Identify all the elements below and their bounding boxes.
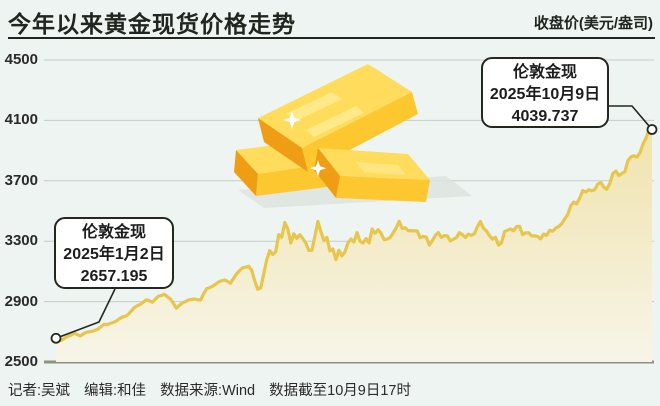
y-axis-tick-label: 2500	[4, 353, 38, 370]
price-line	[54, 127, 654, 343]
callout-end-leader-line	[608, 105, 653, 131]
gold-bars-icon	[234, 64, 472, 208]
y-axis-tick-label: 3300	[4, 232, 38, 250]
data-point-marker-start	[50, 332, 62, 344]
data-point-marker-end	[646, 124, 658, 135]
title-underline	[8, 37, 655, 39]
y-axis-tick-label: 2900	[4, 292, 38, 310]
footer-note: 数据截至10月9日17时	[269, 383, 411, 399]
footer-reporter: 记者:吴斌	[8, 383, 71, 399]
footer-credits: 记者:吴斌 编辑:和佳 数据来源:Wind 数据截至10月9日17时	[8, 379, 425, 400]
callout-end: 伦敦金现 2025年10月9日 4039.737	[481, 57, 609, 128]
callout-value: 2657.195	[80, 268, 148, 285]
footer-editor: 编辑:和佳	[84, 383, 147, 399]
callout-start: 伦敦金现 2025年1月2日 2657.195	[54, 217, 174, 289]
callout-date: 2025年10月9日	[489, 86, 601, 103]
footer-source: 数据来源:Wind	[160, 383, 256, 399]
y-axis: 2500 2900 3300 3700 4100 4500	[0, 0, 40, 406]
sparkle-icon	[309, 160, 327, 177]
callout-series-name: 伦敦金现	[81, 224, 146, 241]
sparkle-icon	[283, 111, 301, 129]
callout-series-name: 伦敦金现	[512, 64, 577, 81]
price-area-fill	[56, 129, 652, 362]
callout-start-leader-line	[55, 288, 116, 340]
y-axis-tick-label: 4500	[4, 51, 38, 68]
y-axis-tick-label: 3700	[4, 171, 38, 189]
callout-value: 4039.737	[511, 108, 579, 125]
callout-date: 2025年1月2日	[63, 246, 165, 263]
y-axis-unit-label: 收盘价(美元/盎司)	[533, 15, 653, 32]
page-title: 今年以来黄金现货价格走势	[8, 11, 296, 37]
y-axis-tick-label: 4100	[4, 111, 38, 129]
